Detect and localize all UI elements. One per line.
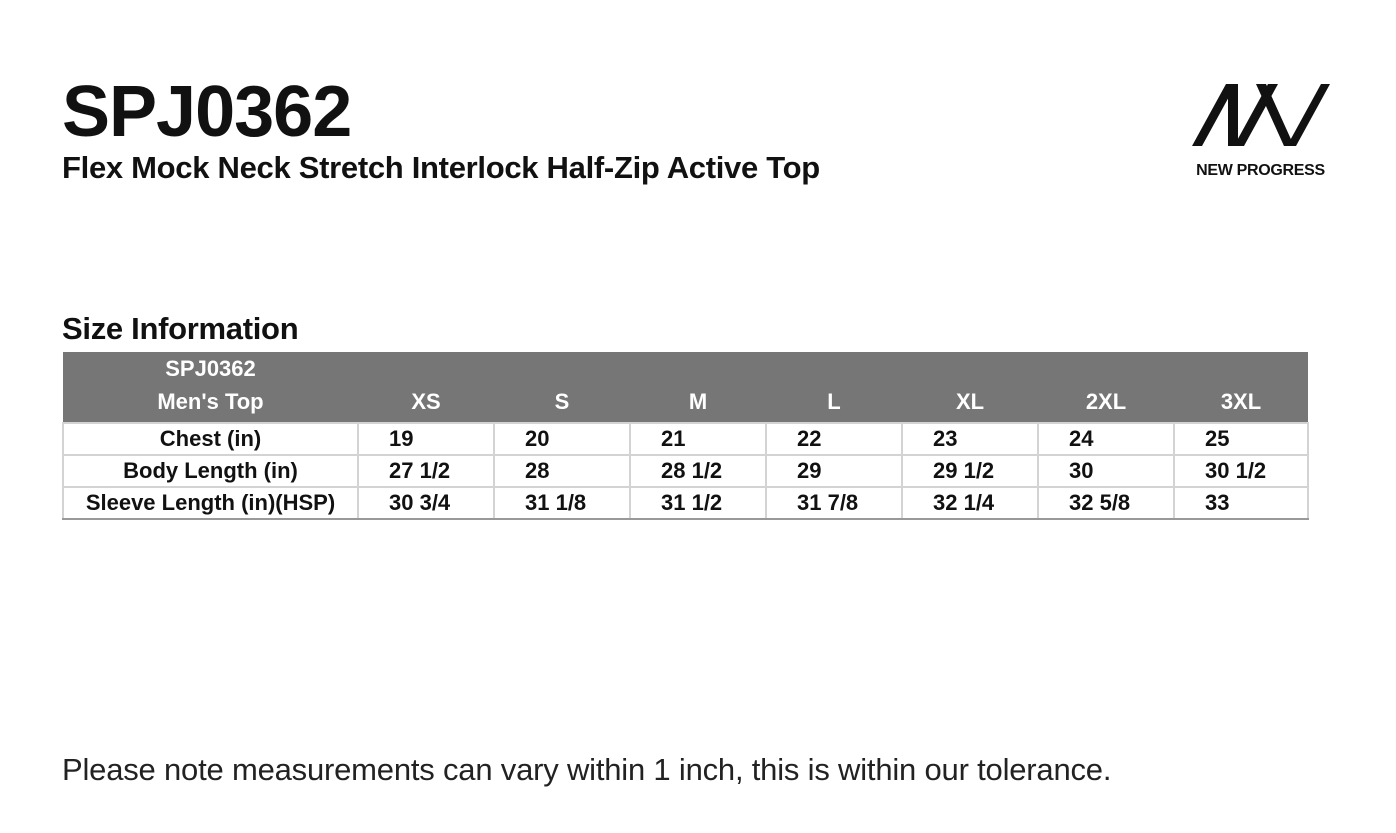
column-header-xs: XS [358, 352, 494, 423]
page-title: SPJ0362 [62, 72, 352, 152]
column-header-m: M [630, 352, 766, 423]
brand-logo: NEW PROGRESS [1188, 84, 1333, 180]
table-cell: 27 1/2 [357, 454, 495, 488]
table-cell: 22 [765, 422, 903, 456]
table-cell: 25 [1173, 422, 1309, 456]
size-table: SPJ0362 Men's Top XS S M L XL 2XL 3XL Ch… [62, 352, 1309, 520]
table-cell: 21 [629, 422, 767, 456]
table-cell: 31 1/2 [629, 486, 767, 520]
table-cell: 28 1/2 [629, 454, 767, 488]
table-corner-header: SPJ0362 Men's Top [63, 352, 358, 423]
table-cell: 20 [493, 422, 631, 456]
row-label: Body Length (in) [62, 454, 359, 488]
table-cell: 30 [1037, 454, 1175, 488]
column-header-xl: XL [902, 352, 1038, 423]
table-cell: 33 [1173, 486, 1309, 520]
tolerance-note: Please note measurements can vary within… [62, 752, 1112, 787]
corner-style-code: SPJ0362 [165, 356, 256, 381]
column-header-3xl: 3XL [1174, 352, 1308, 423]
section-title: Size Information [62, 311, 299, 346]
brand-name: NEW PROGRESS [1196, 162, 1325, 179]
row-label: Chest (in) [62, 422, 359, 456]
table-cell: 29 [765, 454, 903, 488]
table-row-chest: Chest (in) 19 20 21 22 23 24 25 [62, 422, 1309, 456]
page-subtitle: Flex Mock Neck Stretch Interlock Half-Zi… [62, 150, 820, 185]
column-header-s: S [494, 352, 630, 423]
table-cell: 30 3/4 [357, 486, 495, 520]
table-header-row: SPJ0362 Men's Top XS S M L XL 2XL 3XL [63, 352, 1308, 423]
column-header-2xl: 2XL [1038, 352, 1174, 423]
table-cell: 32 1/4 [901, 486, 1039, 520]
table-cell: 31 1/8 [493, 486, 631, 520]
table-row-body-length: Body Length (in) 27 1/2 28 28 1/2 29 29 … [62, 454, 1309, 488]
table-cell: 24 [1037, 422, 1175, 456]
table-cell: 28 [493, 454, 631, 488]
table-cell: 19 [357, 422, 495, 456]
table-cell: 29 1/2 [901, 454, 1039, 488]
table-cell: 32 5/8 [1037, 486, 1175, 520]
table-cell: 23 [901, 422, 1039, 456]
table-row-sleeve-length: Sleeve Length (in)(HSP) 30 3/4 31 1/8 31… [62, 486, 1309, 520]
column-header-l: L [766, 352, 902, 423]
table-cell: 30 1/2 [1173, 454, 1309, 488]
table-cell: 31 7/8 [765, 486, 903, 520]
aw-logo-icon [1192, 84, 1330, 146]
row-label: Sleeve Length (in)(HSP) [62, 486, 359, 520]
corner-garment-type: Men's Top [157, 389, 264, 414]
